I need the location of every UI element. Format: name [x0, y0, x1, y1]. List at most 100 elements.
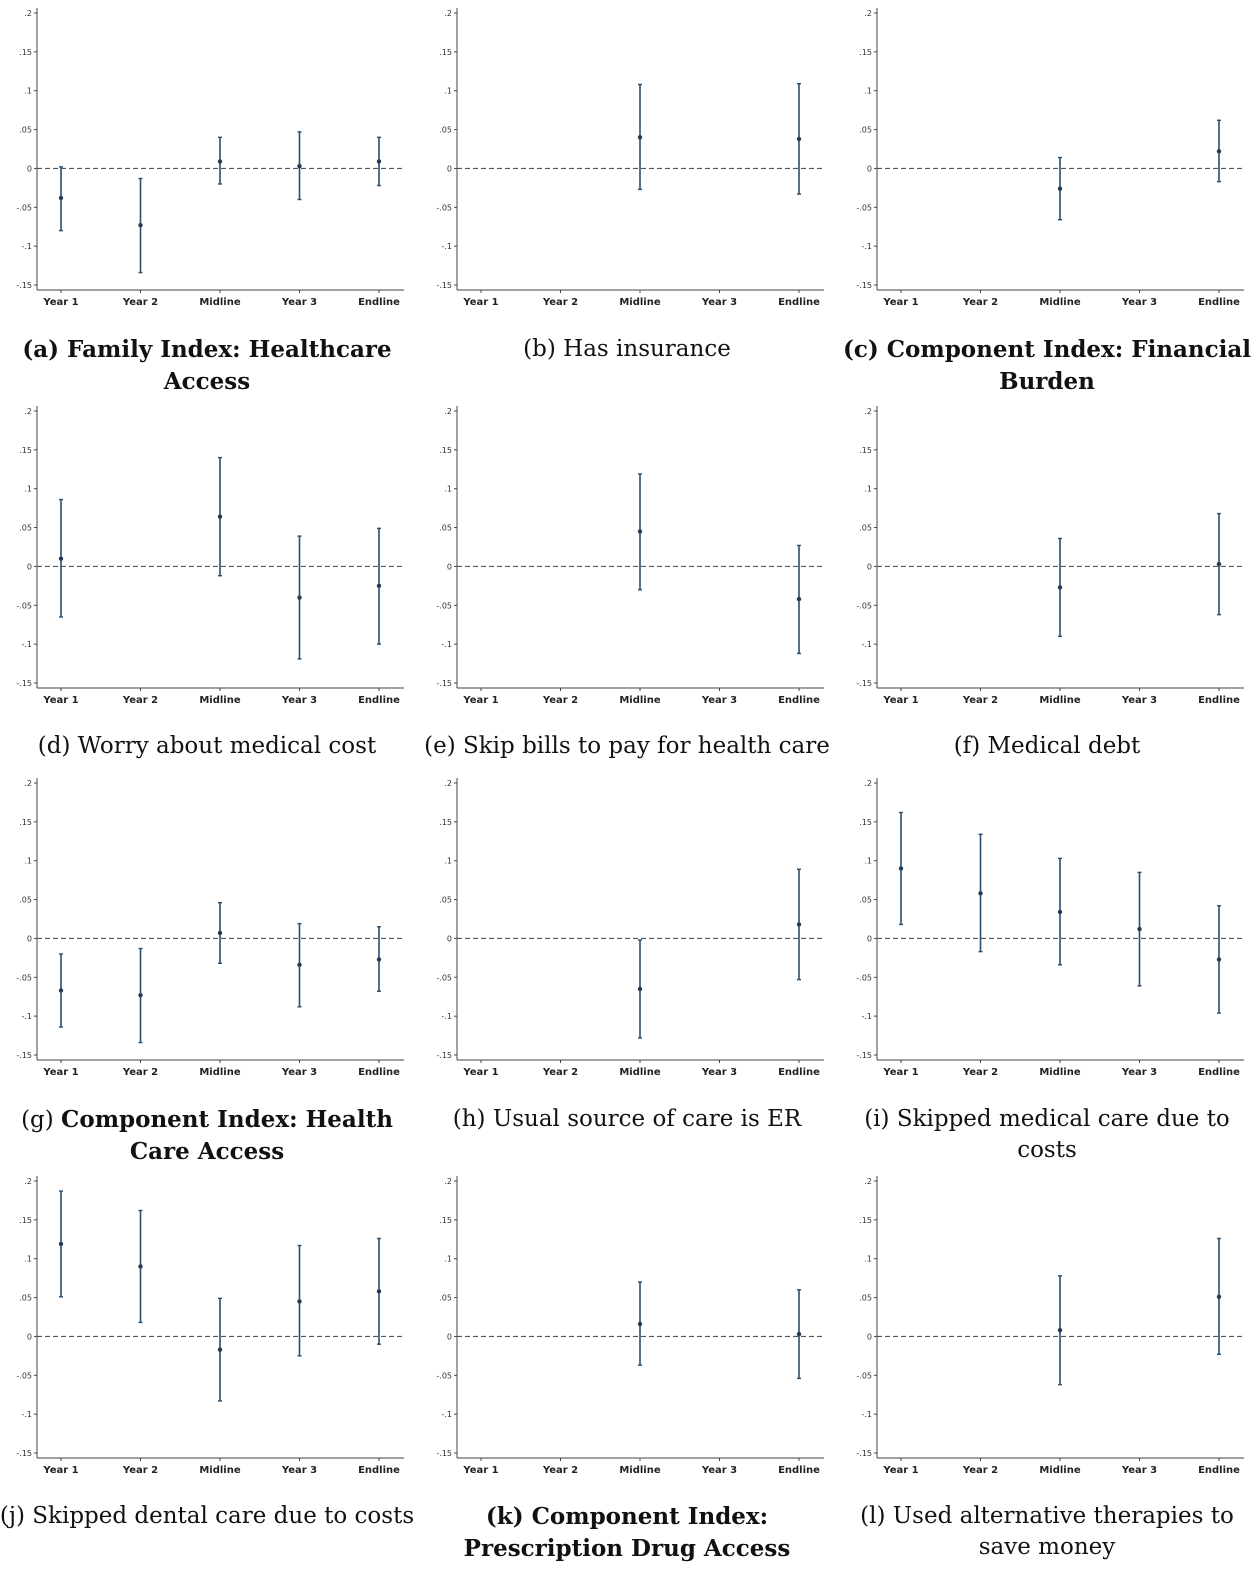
y-tick-label: 0: [867, 934, 872, 943]
x-tick-label: Year 2: [962, 1067, 998, 1078]
y-tick-label: -.1: [441, 1012, 452, 1021]
x-tick-label: Year 3: [1121, 297, 1157, 308]
y-tick-label: -.15: [16, 1449, 32, 1458]
point-estimate: [1057, 585, 1063, 590]
ci-endline: [376, 136, 382, 187]
panel-g: .2 .15 .1 .05 0 -.05 -.1 -.15 Year 1 Year 2 Midlin…: [4, 772, 409, 1167]
x-tick-label: Year 1: [882, 297, 918, 308]
y-tick-label: 0: [27, 1332, 32, 1341]
y-tick-label: .2: [24, 1177, 32, 1186]
caption-bold-text: Family Index: Healthcare Access: [67, 336, 392, 395]
y-tick-label: .15: [19, 1216, 32, 1225]
x-tick-label: Midline: [619, 1067, 661, 1078]
caption-label: (g): [21, 1107, 62, 1133]
point-estimate: [376, 957, 382, 962]
point-estimate: [217, 514, 223, 519]
panel-l: .2 .15 .1 .05 0 -.05 -.1 -.15 Year 1 Year 2 Midlin…: [844, 1170, 1249, 1565]
y-tick-label: -.05: [436, 973, 452, 982]
caption-label: (f) Medical debt: [953, 733, 1141, 759]
y-tick-label: .15: [859, 48, 872, 57]
x-tick-label: Midline: [199, 1067, 241, 1078]
x-tick-label: Year 2: [962, 297, 998, 308]
x-tick-label: Year 3: [701, 1465, 737, 1476]
y-tick-label: .1: [24, 857, 32, 866]
ci-endline: [796, 544, 802, 655]
point-estimate: [376, 583, 382, 589]
ci-midline: [637, 1281, 643, 1366]
y-tick-label: .15: [439, 48, 452, 57]
x-tick-label: Midline: [619, 1465, 661, 1476]
y-tick-label: -.15: [856, 281, 872, 290]
x-tick-label: Midline: [1039, 297, 1081, 308]
x-tick-label: Year 2: [122, 1067, 158, 1078]
ci-midline: [1057, 156, 1063, 221]
ci-year-3: [297, 1244, 302, 1357]
y-tick-label: .05: [439, 1294, 452, 1303]
y-tick-label: .05: [859, 524, 872, 533]
ci-endline: [1216, 905, 1222, 1014]
caption-label: (b) Has insurance: [523, 336, 731, 362]
point-estimate: [637, 1321, 643, 1327]
y-tick-label: 0: [867, 164, 872, 173]
y-tick-label: .2: [864, 779, 872, 788]
y-tick-label: .1: [24, 485, 32, 494]
y-tick-label: .1: [444, 857, 452, 866]
x-tick-label: Year 2: [962, 695, 998, 706]
point-estimate: [1057, 1328, 1063, 1333]
ci-endline: [1216, 1237, 1222, 1356]
x-tick-label: Endline: [358, 695, 400, 706]
panel-j: .2 .15 .1 .05 0 -.05 -.1 -.15 Year 1 Year 2 Midlin…: [0, 1170, 414, 1565]
caption-label: (c): [842, 336, 887, 363]
y-tick-label: 0: [867, 562, 872, 571]
panel-k: .2 .15 .1 .05 0 -.05 -.1 -.15 Year 1 Year 2 Midlin…: [424, 1170, 829, 1565]
y-tick-label: 0: [27, 934, 32, 943]
x-tick-label: Year 3: [701, 297, 737, 308]
y-tick-label: -.05: [856, 1371, 872, 1380]
x-tick-label: Year 1: [462, 297, 498, 308]
y-tick-label: .05: [19, 896, 32, 905]
chart-g: .2 .15 .1 .05 0 -.05 -.1 -.15 Year 1 Year 2 Midlin…: [16, 778, 404, 1078]
ci-midline: [637, 473, 643, 591]
y-tick-label: -.05: [16, 973, 32, 982]
y-tick-label: .05: [19, 1294, 32, 1303]
y-tick-label: 0: [27, 562, 32, 571]
caption-b: (b) Has insurance: [412, 334, 842, 365]
x-tick-label: Year 3: [281, 1465, 317, 1476]
y-tick-label: -.1: [861, 242, 872, 251]
y-tick-label: .15: [19, 446, 32, 455]
ci-year-3: [297, 131, 302, 201]
point-estimate: [376, 159, 382, 164]
y-tick-label: -.1: [441, 242, 452, 251]
x-tick-label: Midline: [1039, 695, 1081, 706]
x-tick-label: Year 2: [542, 297, 578, 308]
x-tick-label: Year 1: [882, 695, 918, 706]
y-tick-label: -.1: [21, 242, 32, 251]
y-tick-label: -.15: [436, 1449, 452, 1458]
y-tick-label: -.05: [856, 973, 872, 982]
y-tick-label: .05: [859, 126, 872, 135]
caption-label: (d) Worry about medical cost: [37, 733, 377, 759]
y-tick-label: -.05: [436, 203, 452, 212]
y-tick-label: .05: [859, 896, 872, 905]
point-estimate: [1216, 561, 1222, 567]
x-tick-label: Endline: [358, 297, 400, 308]
x-tick-label: Midline: [1039, 1067, 1081, 1078]
x-tick-label: Endline: [1198, 695, 1240, 706]
chart-a: .2 .15 .1 .05 0 -.05 -.1 -.15 Year 1 Year 2 Midlin…: [16, 8, 404, 308]
y-tick-label: -.1: [861, 1410, 872, 1419]
point-estimate: [1216, 149, 1222, 154]
ci-year-3: [297, 535, 302, 660]
chart-e: .2 .15 .1 .05 0 -.05 -.1 -.15 Year 1 Year 2 Midlin…: [436, 406, 824, 706]
y-tick-label: .15: [439, 818, 452, 827]
point-estimate: [217, 930, 223, 936]
x-tick-label: Midline: [199, 1465, 241, 1476]
y-tick-label: .2: [864, 407, 872, 416]
y-tick-label: -.1: [21, 1012, 32, 1021]
caption-a: (a) Family Index: Healthcare Access: [0, 334, 422, 398]
x-tick-label: Year 2: [122, 297, 158, 308]
y-tick-label: .2: [24, 779, 32, 788]
caption-label: (l) Used alternative therapies to save m…: [860, 1503, 1234, 1560]
x-tick-label: Year 3: [701, 695, 737, 706]
x-tick-label: Year 2: [962, 1465, 998, 1476]
point-estimate: [796, 136, 802, 142]
